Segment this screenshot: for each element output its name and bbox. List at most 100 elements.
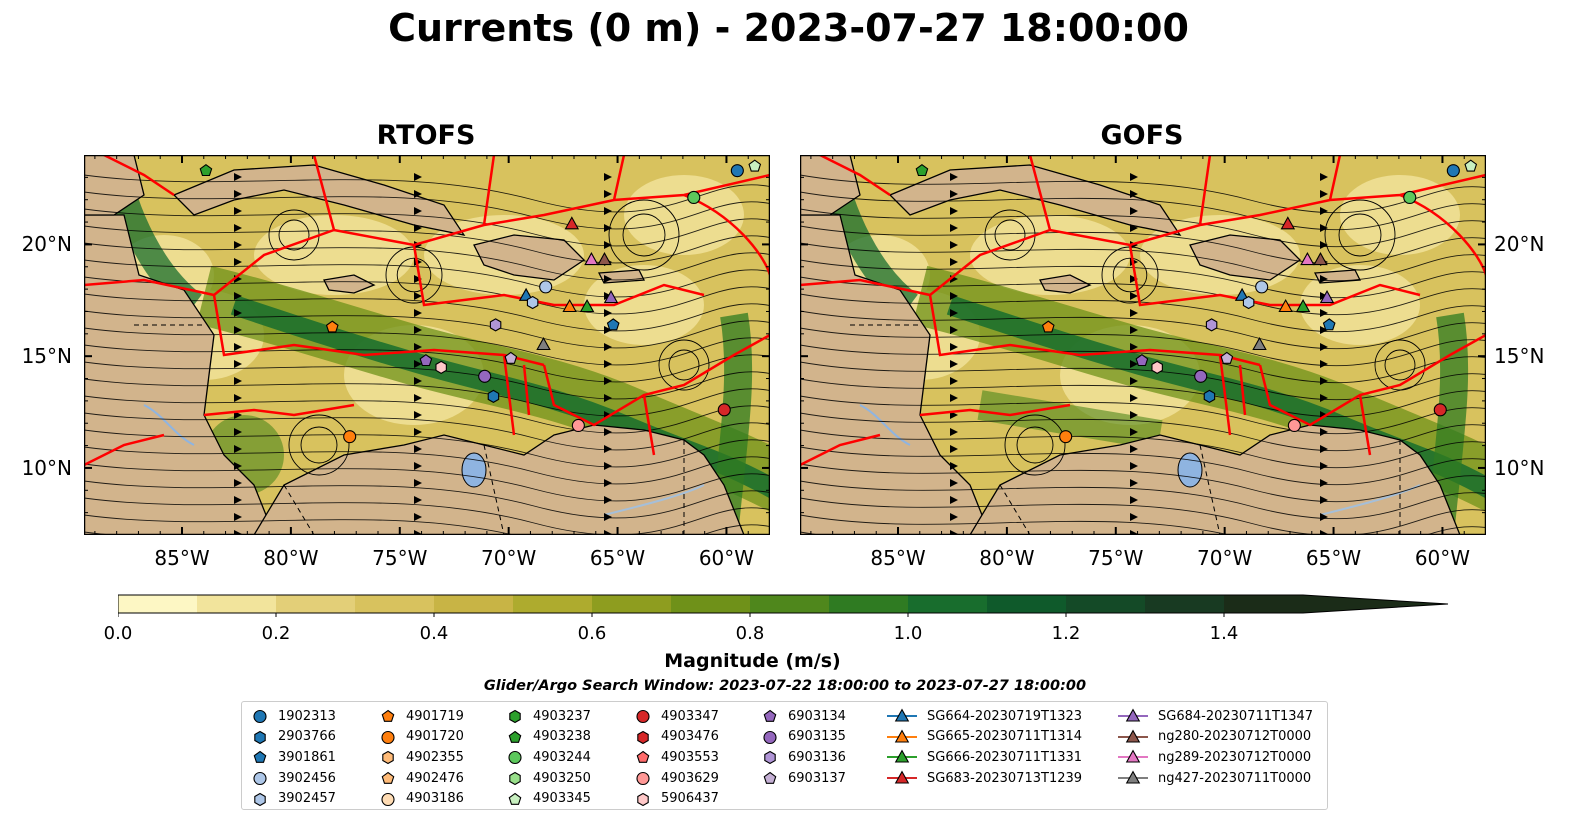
colorbar-segment	[987, 595, 1067, 613]
legend-marker	[1125, 770, 1141, 784]
marker-circle-6903135	[478, 369, 492, 383]
lon-label-gofs: 60°W	[1414, 546, 1471, 570]
legend-hexagon-icon	[382, 751, 394, 765]
legend-pentagon-icon	[381, 771, 395, 784]
marker-pentagon-4903238	[915, 163, 929, 177]
lon-label-rtofs: 85°W	[154, 546, 210, 570]
marker-triangle-ng280-20230712T0000	[1313, 252, 1328, 266]
colorbar-tick-label: 0.0	[103, 623, 133, 644]
land-mass	[473, 234, 586, 281]
legend-marker	[381, 730, 395, 744]
legend-marker	[764, 751, 776, 765]
legend-item: 2903766	[252, 727, 336, 748]
legend-label: ng427-20230711T0000	[1158, 770, 1312, 786]
legend-item: ng289-20230712T0000	[1118, 747, 1313, 768]
legend-item: 6903137	[762, 768, 846, 789]
colorbar-segment	[1066, 595, 1146, 613]
marker-pentagon-4903345	[1464, 159, 1478, 172]
legend-label: SG683-20230713T1239	[927, 770, 1083, 786]
legend-item: 4902355	[380, 747, 464, 768]
legend-hexagon-icon	[509, 771, 521, 786]
legend-marker	[636, 710, 650, 724]
lon-label-gofs: 75°W	[1088, 546, 1144, 570]
lon-label-rtofs: 80°W	[263, 546, 319, 570]
colorbar-outline	[117, 594, 1449, 614]
legend-item: SG683-20230713T1239	[887, 768, 1082, 789]
legend-triangle-icon	[887, 770, 917, 784]
legend-marker	[508, 792, 522, 805]
legend-item: 1902313	[252, 706, 336, 727]
legend-marker	[1125, 729, 1141, 743]
legend-item: 3901861	[252, 747, 336, 768]
marker-circle-3902456	[1255, 280, 1269, 294]
marker-hexagon-3902457	[526, 295, 539, 310]
lon-label-gofs: 70°W	[1197, 546, 1253, 570]
colorbar-tick-label: 0.8	[735, 623, 765, 644]
colorbar: 0.0 0.2 0.4 0.6 0.8 1.0 1.2 1.4	[104, 593, 1453, 644]
legend-marker	[508, 751, 522, 765]
marker-triangle-SG666-20230711T1331	[1295, 298, 1311, 313]
colorbar-segment	[434, 595, 514, 613]
legend-marker	[381, 710, 395, 723]
marker-hexagon-3902457	[1242, 295, 1255, 310]
marker-triangle-SG684-20230711T1347	[603, 290, 619, 304]
legend-circle-icon	[636, 772, 650, 786]
colorbar-segment	[513, 595, 593, 613]
streamlines	[800, 173, 1486, 535]
land-mass	[1189, 234, 1302, 281]
legend-marker	[254, 730, 266, 745]
land-mass	[969, 424, 1461, 535]
legend-item: 4902476	[380, 768, 464, 789]
land-mass	[323, 274, 376, 294]
marker-pentagon-4903345	[748, 159, 762, 172]
legend-marker	[894, 708, 910, 722]
marker-circle-4903244	[1403, 190, 1417, 205]
legend-label: 6903137	[788, 770, 846, 786]
legend-item: 4901719	[380, 706, 464, 727]
legend-circle-icon	[381, 730, 395, 744]
legend-marker	[382, 751, 394, 765]
lon-label-rtofs: 60°W	[698, 546, 755, 570]
land-mass	[888, 164, 1182, 236]
lat-label-left: 10°N	[21, 455, 72, 480]
legend-item: 3902457	[252, 788, 336, 809]
legend-triangle-icon	[1118, 708, 1148, 722]
legend-circle-icon	[253, 710, 267, 724]
legend-marker	[509, 710, 521, 724]
legend-label: 6903135	[788, 729, 846, 745]
colorbar-tick-label: 1.2	[1051, 623, 1081, 644]
marker-circle-4903629	[1287, 418, 1301, 433]
legend-label: 4903244	[533, 749, 591, 765]
marker-circle-4901720	[1059, 430, 1073, 444]
legend-label: 3902456	[278, 770, 336, 786]
colorbar-segment	[1224, 595, 1304, 613]
legend-circle-icon	[763, 730, 777, 744]
legend-circle-icon	[253, 772, 267, 786]
legend-marker	[894, 770, 910, 784]
lon-label-gofs: 65°W	[1305, 546, 1362, 570]
marker-pentagon-6903137	[1220, 351, 1234, 364]
marker-pentagon-3901861	[1322, 318, 1336, 331]
legend-item: 4903186	[380, 788, 464, 809]
legend-label: 4903476	[661, 729, 719, 745]
legend-label: 6903134	[788, 708, 846, 724]
legend-marker	[508, 730, 522, 743]
legend-pentagon-icon	[381, 710, 395, 723]
lon-label-rtofs: 75°W	[372, 546, 428, 570]
marker-hexagon-6903136	[1205, 318, 1218, 332]
legend-label: SG665-20230711T1314	[927, 729, 1083, 745]
colorbar-segment	[197, 595, 277, 613]
colorbar-tick-label: 1.4	[1209, 623, 1239, 644]
marker-pentagon-6903134	[1135, 353, 1149, 367]
colorbar-label: Magnitude (m/s)	[664, 650, 841, 672]
legend-item: 6903134	[762, 706, 846, 727]
eez-boundaries	[800, 155, 1486, 467]
marker-triangle-SG683-20230713T1239	[564, 216, 580, 230]
map-panel-rtofs	[84, 155, 770, 535]
lat-label-right: 15°N	[1494, 344, 1545, 369]
legend-item: SG684-20230711T1347	[1118, 706, 1313, 727]
land-mass	[84, 155, 145, 216]
legend-triangle-icon	[1118, 770, 1148, 784]
legend-item: SG666-20230711T1331	[887, 747, 1082, 768]
legend-item: SG665-20230711T1314	[887, 727, 1082, 748]
